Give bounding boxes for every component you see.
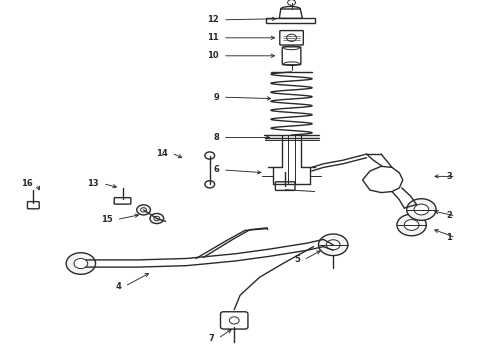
Circle shape — [414, 204, 429, 215]
Text: 13: 13 — [87, 179, 99, 188]
Circle shape — [137, 205, 150, 215]
Circle shape — [326, 240, 340, 250]
Circle shape — [150, 213, 164, 224]
Text: 6: 6 — [213, 165, 219, 174]
Text: 8: 8 — [213, 133, 219, 142]
Text: 2: 2 — [446, 211, 452, 220]
Text: 5: 5 — [294, 256, 300, 264]
Circle shape — [318, 234, 348, 256]
Circle shape — [397, 214, 426, 236]
Text: 14: 14 — [156, 149, 168, 158]
Circle shape — [404, 220, 419, 230]
Text: 10: 10 — [207, 51, 219, 60]
Circle shape — [154, 216, 160, 221]
Circle shape — [407, 199, 436, 220]
Text: 16: 16 — [21, 179, 33, 188]
Text: 3: 3 — [446, 172, 452, 181]
Text: 4: 4 — [115, 282, 121, 291]
Text: 1: 1 — [446, 233, 452, 242]
Text: 11: 11 — [207, 33, 219, 42]
Text: 15: 15 — [101, 215, 113, 224]
Text: 9: 9 — [213, 93, 219, 102]
Circle shape — [66, 253, 96, 274]
Text: 7: 7 — [208, 334, 214, 343]
Text: 12: 12 — [207, 15, 219, 24]
Circle shape — [141, 208, 147, 212]
Circle shape — [74, 258, 88, 269]
